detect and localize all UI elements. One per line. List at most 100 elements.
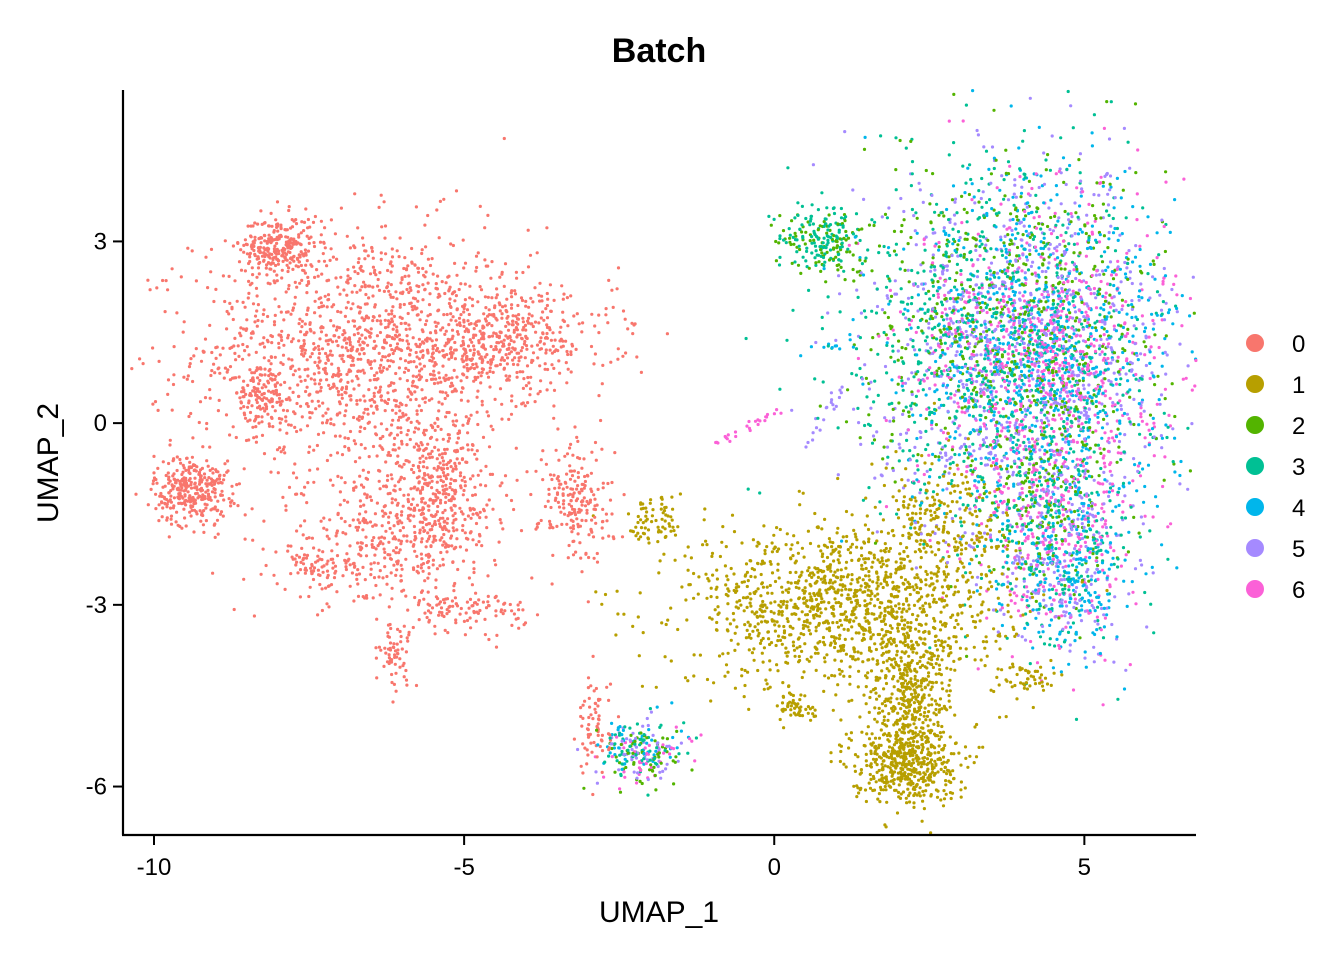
point-batch-0: [439, 380, 443, 384]
point-batch-1: [802, 670, 806, 674]
point-batch-3: [926, 443, 930, 447]
point-batch-0: [355, 573, 359, 577]
point-batch-2: [793, 231, 797, 235]
point-batch-3: [1048, 168, 1052, 172]
point-batch-1: [863, 744, 867, 748]
point-batch-1: [871, 657, 875, 661]
point-batch-0: [561, 310, 565, 314]
point-batch-0: [236, 504, 240, 508]
point-batch-0: [340, 393, 344, 397]
point-batch-0: [491, 507, 495, 511]
point-batch-0: [191, 379, 195, 384]
point-batch-0: [450, 599, 454, 603]
point-batch-0: [319, 330, 324, 334]
point-batch-0: [325, 602, 329, 606]
point-batch-6: [1081, 350, 1085, 354]
point-batch-0: [529, 375, 533, 379]
point-batch-0: [506, 320, 510, 324]
point-batch-0: [390, 255, 395, 259]
point-batch-3: [888, 253, 892, 257]
point-batch-5: [919, 263, 923, 267]
point-batch-0: [331, 561, 335, 565]
point-batch-0: [552, 473, 556, 477]
point-batch-0: [277, 305, 281, 309]
point-batch-4: [992, 413, 996, 417]
point-batch-0: [167, 535, 171, 539]
point-batch-4: [1135, 489, 1139, 493]
point-batch-0: [219, 510, 224, 514]
point-batch-4: [1077, 561, 1081, 565]
point-batch-4: [1154, 495, 1158, 499]
point-batch-0: [289, 256, 293, 260]
point-batch-4: [1117, 291, 1121, 295]
point-batch-3: [1050, 439, 1054, 444]
point-batch-1: [866, 658, 870, 662]
point-batch-0: [374, 583, 378, 588]
point-batch-0: [335, 386, 339, 390]
point-batch-2: [899, 230, 903, 234]
point-batch-4: [1009, 104, 1013, 108]
point-batch-0: [237, 354, 241, 358]
point-batch-4: [1039, 174, 1043, 178]
point-batch-1: [896, 711, 900, 715]
point-batch-0: [300, 546, 304, 551]
point-batch-1: [857, 576, 862, 580]
point-batch-0: [471, 304, 475, 308]
point-batch-4: [1085, 399, 1089, 403]
point-batch-1: [631, 624, 635, 629]
point-batch-6: [951, 445, 955, 449]
point-batch-3: [821, 241, 825, 245]
point-batch-1: [985, 654, 989, 658]
point-batch-0: [299, 560, 303, 565]
point-batch-0: [579, 706, 583, 710]
point-batch-1: [813, 651, 818, 655]
point-batch-6: [1109, 545, 1113, 550]
point-batch-1: [880, 637, 884, 641]
point-batch-4: [1090, 224, 1094, 228]
point-batch-0: [576, 484, 580, 488]
point-batch-0: [335, 328, 339, 332]
point-batch-1: [936, 789, 940, 793]
point-batch-4: [1173, 470, 1177, 474]
point-batch-2: [992, 568, 996, 572]
point-batch-0: [521, 386, 526, 390]
point-batch-3: [1048, 434, 1052, 438]
point-batch-4: [969, 430, 973, 435]
point-batch-1: [965, 634, 970, 638]
point-batch-1: [909, 692, 914, 697]
point-batch-3: [615, 759, 619, 763]
point-batch-4: [1109, 185, 1113, 189]
point-batch-6: [1060, 542, 1064, 546]
point-batch-5: [1042, 295, 1046, 299]
point-batch-5: [945, 317, 949, 321]
point-batch-4: [1088, 527, 1092, 531]
point-batch-1: [789, 708, 793, 712]
point-batch-5: [822, 418, 826, 422]
point-batch-5: [659, 776, 663, 780]
point-batch-5: [1158, 402, 1162, 406]
point-batch-3: [911, 454, 915, 458]
point-batch-4: [1103, 250, 1107, 254]
point-batch-0: [466, 514, 470, 518]
point-batch-1: [899, 542, 903, 546]
point-batch-0: [353, 460, 358, 464]
point-batch-6: [1061, 513, 1065, 517]
point-batch-0: [348, 276, 352, 281]
point-batch-4: [1103, 411, 1107, 415]
point-batch-5: [1070, 502, 1074, 507]
point-batch-0: [318, 582, 322, 587]
point-batch-0: [426, 473, 430, 477]
point-batch-1: [913, 550, 918, 554]
point-batch-0: [352, 415, 356, 420]
point-batch-6: [623, 741, 628, 745]
point-batch-6: [1059, 417, 1063, 421]
point-batch-0: [209, 270, 213, 274]
point-batch-0: [379, 257, 383, 261]
point-batch-2: [1004, 414, 1008, 418]
point-batch-0: [322, 526, 326, 530]
point-batch-5: [987, 286, 992, 290]
point-batch-0: [449, 465, 453, 469]
point-batch-0: [409, 487, 413, 491]
point-batch-0: [232, 607, 236, 612]
point-batch-5: [1012, 192, 1016, 196]
